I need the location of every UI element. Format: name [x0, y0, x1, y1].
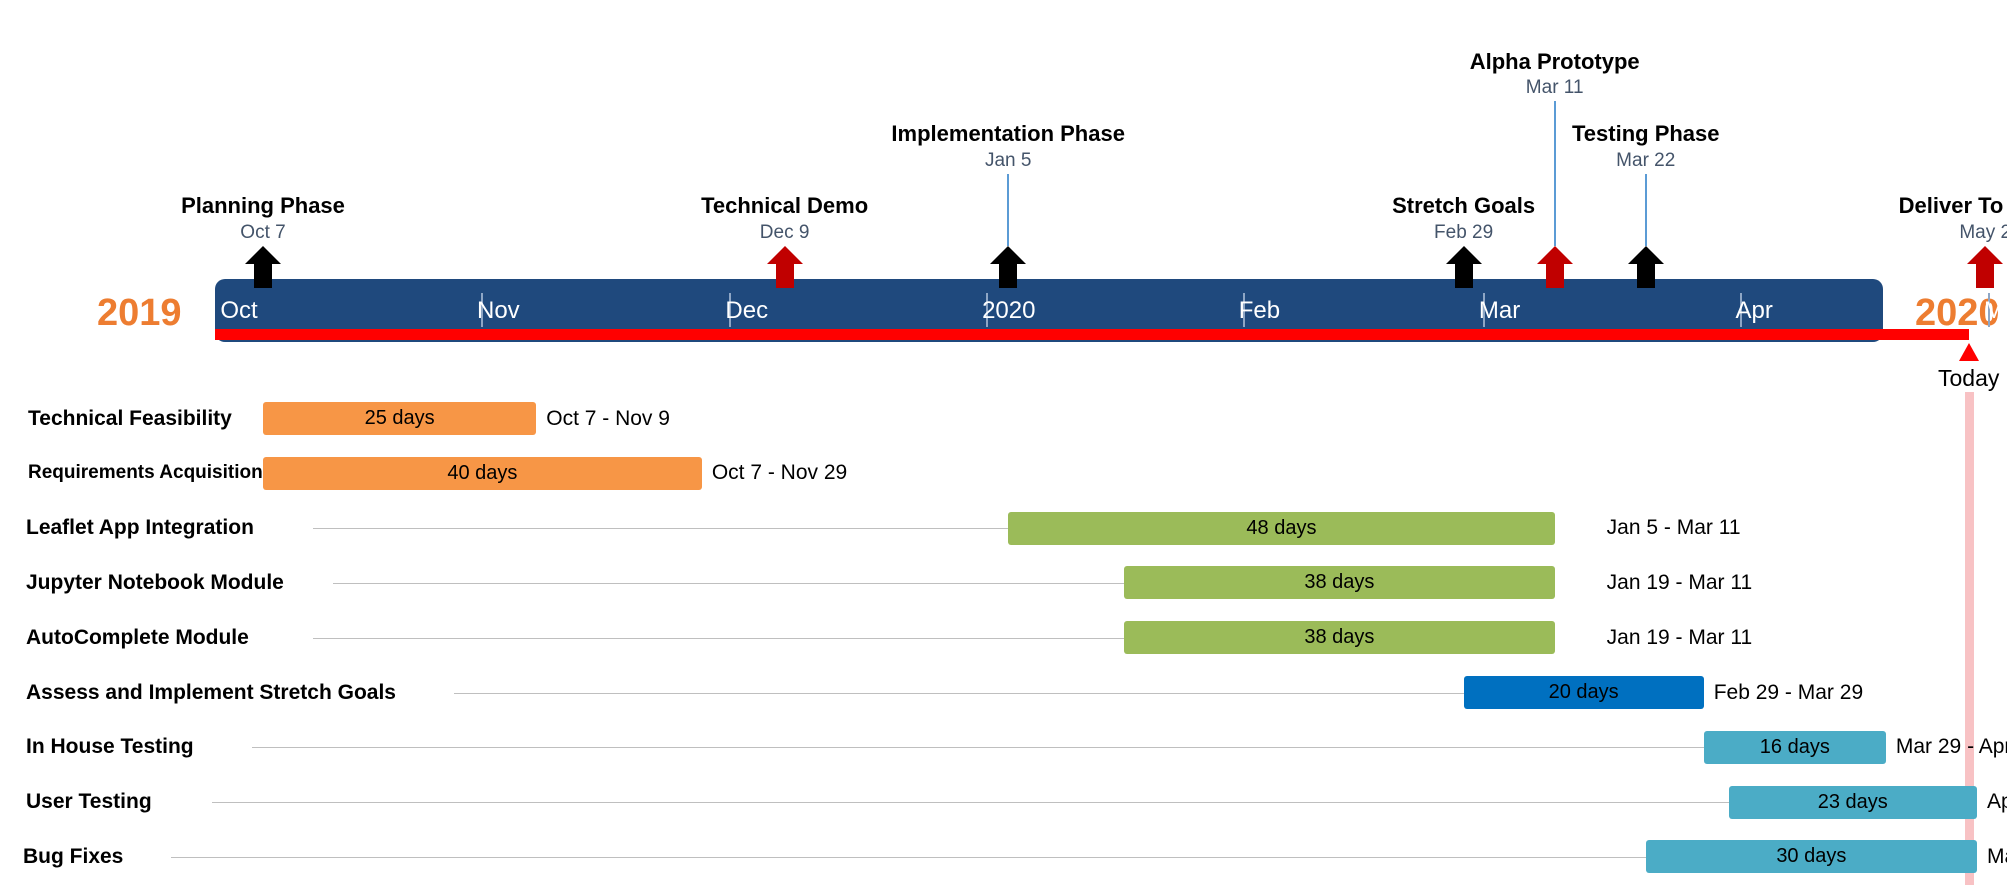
task-name: Technical Feasibility	[28, 406, 232, 430]
task-name: Jupyter Notebook Module	[26, 570, 284, 594]
task-duration-label: 40 days	[447, 461, 518, 484]
task-duration-label: 23 days	[1817, 790, 1888, 813]
task-guide-line	[171, 856, 1646, 858]
month-divider	[1482, 293, 1485, 327]
task-bar: 23 days	[1728, 785, 1977, 819]
milestone-stem	[1007, 174, 1010, 246]
task-name: Leaflet App Integration	[26, 516, 254, 540]
task-name: Requirements Acquisition	[28, 462, 263, 484]
month-label: Feb	[1238, 297, 1281, 324]
task-date-range: Oct 7 - Nov 9	[546, 406, 670, 430]
milestone-date: Mar 11	[1525, 77, 1584, 98]
month-label: Dec	[725, 297, 769, 324]
task-guide-line	[454, 692, 1464, 694]
milestone-title: Deliver To USGS	[1898, 193, 2007, 218]
task-duration-label: 38 days	[1304, 571, 1375, 594]
milestone-date: Feb 29	[1434, 222, 1494, 243]
task-date-range: Mar 29 - Apr 20	[1895, 735, 2007, 759]
end-year-label: 2020	[1915, 292, 2000, 334]
month-label: Nov	[477, 297, 520, 324]
task-name: In House Testing	[26, 735, 194, 759]
milestone-arrow-icon	[766, 246, 803, 293]
milestone-date: Oct 7	[240, 222, 286, 243]
task-date-range: Oct 7 - Nov 29	[711, 461, 848, 485]
task-bar: 20 days	[1463, 676, 1704, 709]
task-date-range: Jan 5 - Mar 11	[1606, 516, 1741, 540]
today-marker-icon	[1958, 343, 1979, 368]
month-divider	[729, 293, 732, 327]
month-label: May	[1983, 297, 2007, 324]
task-bar: 16 days	[1703, 730, 1886, 764]
month-divider	[986, 293, 989, 327]
task-guide-line	[212, 802, 1729, 804]
month-divider	[1987, 293, 1990, 327]
task-name: User Testing	[26, 790, 152, 814]
milestone-date: Mar 22	[1616, 150, 1676, 171]
task-name: Assess and Implement Stretch Goals	[26, 680, 396, 704]
milestone-title: Implementation Phase	[891, 121, 1125, 146]
milestone-title: Stretch Goals	[1392, 193, 1536, 218]
milestone-date: Jan 5	[984, 150, 1032, 171]
task-date-range: Jan 19 - Mar 11	[1606, 570, 1753, 594]
milestone-title: Testing Phase	[1571, 121, 1720, 146]
task-guide-line	[313, 637, 1125, 639]
month-label: 2020	[982, 297, 1036, 324]
task-duration-label: 20 days	[1548, 681, 1619, 703]
task-duration-label: 48 days	[1246, 516, 1317, 539]
today-line	[1964, 392, 1974, 885]
start-year-label: 2019	[97, 292, 182, 334]
month-divider	[481, 293, 483, 327]
milestone-stem	[1553, 101, 1556, 246]
task-guide-line	[252, 747, 1704, 749]
task-duration-label: 38 days	[1304, 626, 1375, 649]
task-bar: 40 days	[263, 456, 702, 490]
task-bar: 48 days	[1008, 511, 1555, 545]
task-bar: 30 days	[1645, 840, 1977, 874]
milestone-arrow-icon	[1627, 246, 1664, 293]
task-date-range: Apr 1 - May 1	[1986, 790, 2007, 814]
month-label: Oct	[220, 297, 258, 324]
month-divider	[1242, 293, 1245, 327]
milestone-arrow-icon	[990, 246, 1027, 293]
task-name: Bug Fixes	[23, 844, 124, 868]
task-date-range: Jan 19 - Mar 11	[1606, 625, 1753, 649]
task-duration-label: 16 days	[1759, 735, 1830, 758]
task-bar: 38 days	[1124, 566, 1555, 600]
today-label: Today	[1937, 365, 2000, 391]
month-divider	[1739, 293, 1742, 327]
task-name: AutoComplete Module	[26, 625, 249, 649]
task-date-range: Mar 22 - May 1	[1986, 844, 2007, 868]
task-date-range: Feb 29 - Mar 29	[1713, 680, 1864, 704]
task-duration-label: 25 days	[364, 407, 435, 429]
milestone-stem	[1644, 174, 1647, 246]
task-duration-label: 30 days	[1776, 845, 1847, 868]
task-guide-line	[333, 582, 1125, 584]
progress-line	[215, 329, 1969, 340]
month-label: Apr	[1735, 297, 1773, 324]
task-bar: 38 days	[1124, 621, 1555, 655]
milestone-arrow-icon	[1445, 246, 1482, 293]
milestone-title: Planning Phase	[181, 193, 345, 218]
milestone-date: Dec 9	[759, 222, 810, 243]
month-label: Mar	[1478, 297, 1521, 324]
milestone-title: Alpha Prototype	[1469, 49, 1640, 74]
milestone-title: Technical Demo	[701, 193, 869, 218]
milestone-date: May 2	[1959, 222, 2007, 243]
milestone-arrow-icon	[1536, 246, 1573, 293]
task-guide-line	[313, 528, 1009, 530]
task-bar: 25 days	[263, 402, 537, 435]
milestone-arrow-icon	[1967, 246, 2004, 293]
milestone-arrow-icon	[245, 246, 281, 293]
